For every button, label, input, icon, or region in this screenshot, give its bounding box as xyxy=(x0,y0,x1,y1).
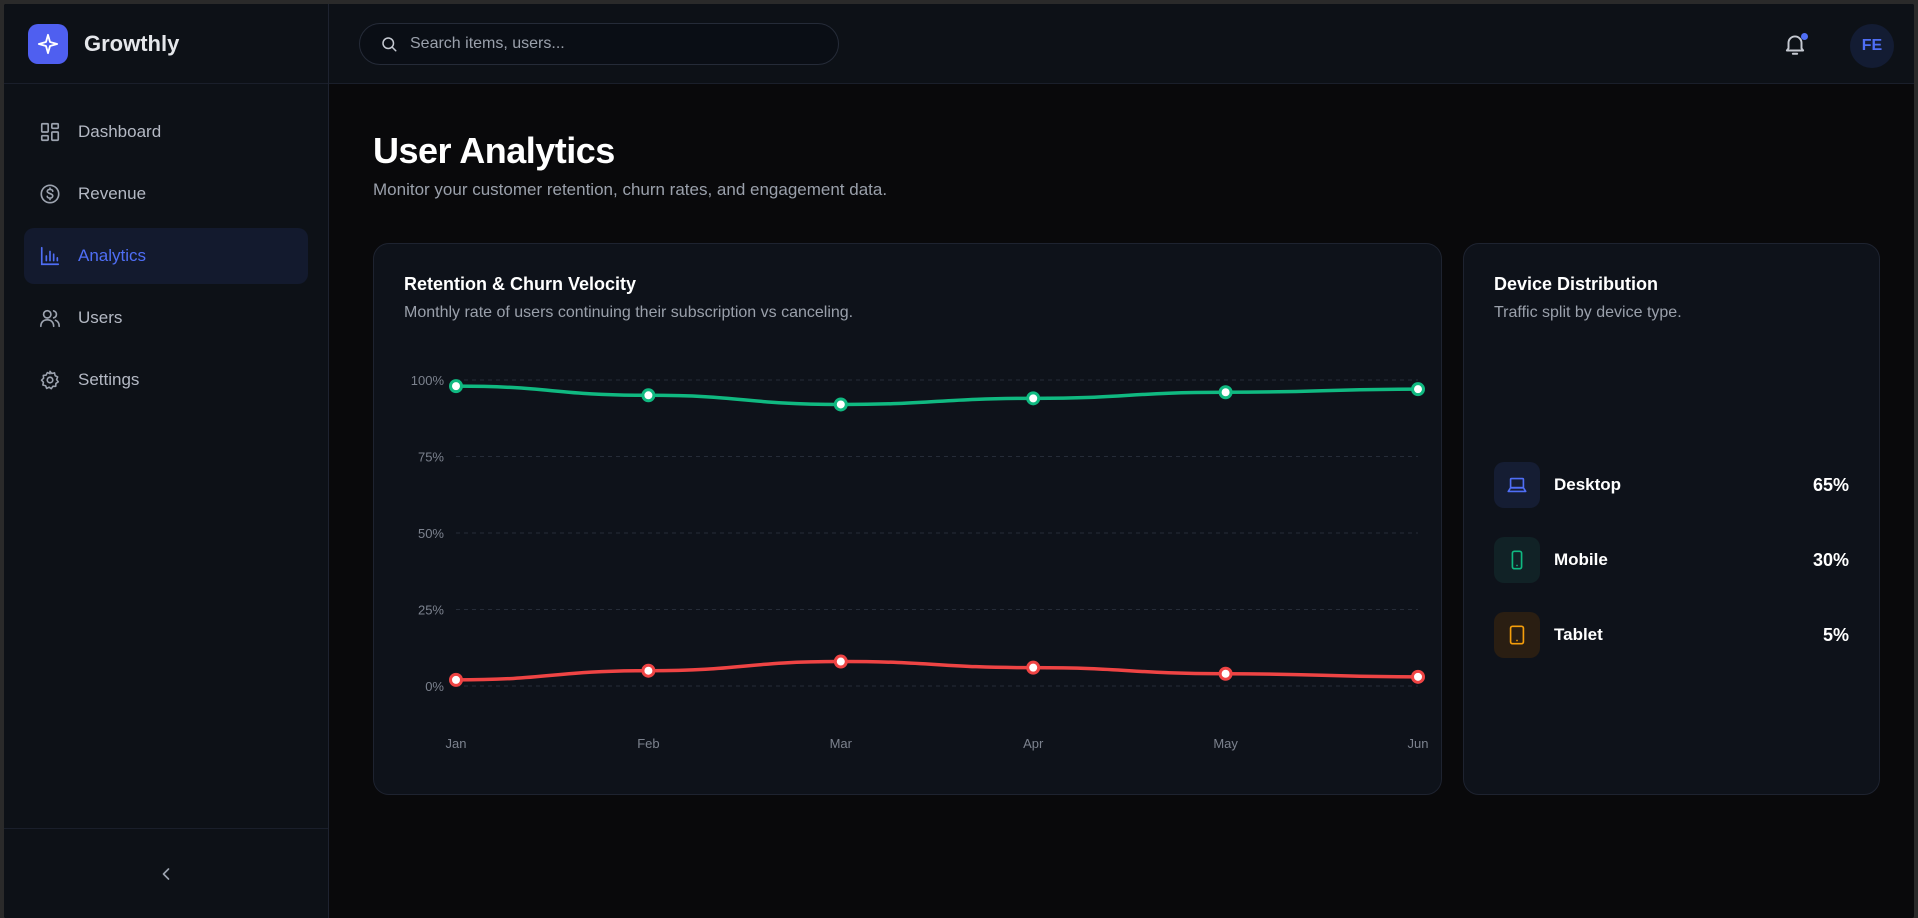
top-bar: FE xyxy=(329,4,1914,84)
device-value: 30% xyxy=(1812,549,1849,570)
sidebar-item-label: Revenue xyxy=(78,184,147,203)
device-row-desktop: Desktop 65% xyxy=(1494,462,1849,508)
series-line-0 xyxy=(454,384,1420,407)
bar-chart-icon xyxy=(38,244,62,268)
page-subtitle: Monitor your customer retention, churn r… xyxy=(373,180,888,199)
sidebar-item-analytics[interactable]: Analytics xyxy=(24,228,308,284)
page-title: User Analytics xyxy=(373,130,615,171)
device-row-mobile: Mobile 30% xyxy=(1494,537,1849,583)
y-tick-label: 100% xyxy=(411,373,445,388)
card-title: Device Distribution xyxy=(1494,274,1659,294)
data-point-0 xyxy=(641,388,656,403)
dollar-icon xyxy=(38,182,62,206)
data-point-1 xyxy=(1218,666,1233,681)
users-icon xyxy=(38,306,62,330)
phone-icon xyxy=(1494,537,1540,583)
collapse-sidebar-button[interactable] xyxy=(156,864,176,884)
sidebar-nav: Dashboard Revenue Analytics xyxy=(4,84,328,408)
data-point-0 xyxy=(1026,391,1041,406)
sidebar-item-revenue[interactable]: Revenue xyxy=(24,166,308,222)
data-point-0 xyxy=(833,397,848,412)
card-subtitle: Monthly rate of users continuing their s… xyxy=(404,304,854,321)
data-point-1 xyxy=(1026,660,1041,675)
device-row-tablet: Tablet 5% xyxy=(1494,612,1849,658)
notification-dot xyxy=(1801,33,1808,40)
device-distribution-card: Device Distribution Traffic split by dev… xyxy=(1463,243,1880,795)
retention-churn-card: Retention & Churn Velocity Monthly rate … xyxy=(373,243,1442,795)
sidebar-item-users[interactable]: Users xyxy=(24,290,308,346)
app-window: Growthly Dashboard R xyxy=(4,4,1914,918)
notifications-button[interactable] xyxy=(1782,31,1810,59)
data-point-1 xyxy=(833,654,848,669)
y-tick-label: 0% xyxy=(425,679,444,694)
data-point-0 xyxy=(1218,385,1233,400)
x-tick-label: Feb xyxy=(637,736,659,751)
x-tick-label: Jan xyxy=(446,736,467,751)
device-name: Mobile xyxy=(1554,550,1608,569)
sidebar-item-label: Analytics xyxy=(78,246,147,265)
data-point-0 xyxy=(1411,382,1425,397)
x-tick-label: Mar xyxy=(830,736,853,751)
sidebar-footer xyxy=(4,828,328,918)
search-icon xyxy=(382,37,397,52)
data-point-1 xyxy=(641,663,656,678)
sidebar-item-settings[interactable]: Settings xyxy=(24,352,308,408)
device-name: Desktop xyxy=(1554,475,1622,494)
series-line-1 xyxy=(454,659,1420,682)
dashboard-icon xyxy=(38,120,62,144)
retention-churn-chart: 0% 25% 50% 75% 100% Jan Feb Mar Apr May Jun xyxy=(411,373,1429,751)
search-box xyxy=(359,23,839,65)
sidebar-item-dashboard[interactable]: Dashboard xyxy=(24,104,308,160)
device-name: Tablet xyxy=(1554,625,1603,644)
search-input[interactable] xyxy=(410,35,810,53)
avatar[interactable]: FE xyxy=(1850,24,1894,68)
bell-icon xyxy=(1785,35,1805,55)
data-point-0 xyxy=(449,379,463,394)
gear-icon xyxy=(38,368,62,392)
data-point-1 xyxy=(1411,669,1425,684)
card-title: Retention & Churn Velocity xyxy=(404,274,637,294)
x-tick-label: Jun xyxy=(1408,736,1429,751)
device-value: 65% xyxy=(1812,474,1849,495)
y-tick-label: 75% xyxy=(418,450,444,465)
x-tick-label: May xyxy=(1213,736,1238,751)
data-point-1 xyxy=(449,672,463,687)
sidebar-item-label: Users xyxy=(78,308,123,327)
y-tick-label: 25% xyxy=(418,603,444,618)
sidebar-item-label: Dashboard xyxy=(78,122,162,141)
sidebar: Growthly Dashboard R xyxy=(4,4,329,918)
chevron-left-icon xyxy=(162,867,170,880)
x-tick-label: Apr xyxy=(1023,736,1044,751)
brand[interactable]: Growthly xyxy=(4,4,328,84)
device-value: 5% xyxy=(1822,624,1849,645)
tablet-icon xyxy=(1494,612,1540,658)
sparkle-logo-icon xyxy=(28,23,68,64)
laptop-icon xyxy=(1494,462,1540,508)
main-content: User Analytics Monitor your customer ret… xyxy=(329,84,1914,918)
app-name: Growthly xyxy=(84,30,180,56)
sidebar-item-label: Settings xyxy=(78,370,140,389)
y-tick-label: 50% xyxy=(418,526,444,541)
card-subtitle: Traffic split by device type. xyxy=(1494,304,1682,321)
